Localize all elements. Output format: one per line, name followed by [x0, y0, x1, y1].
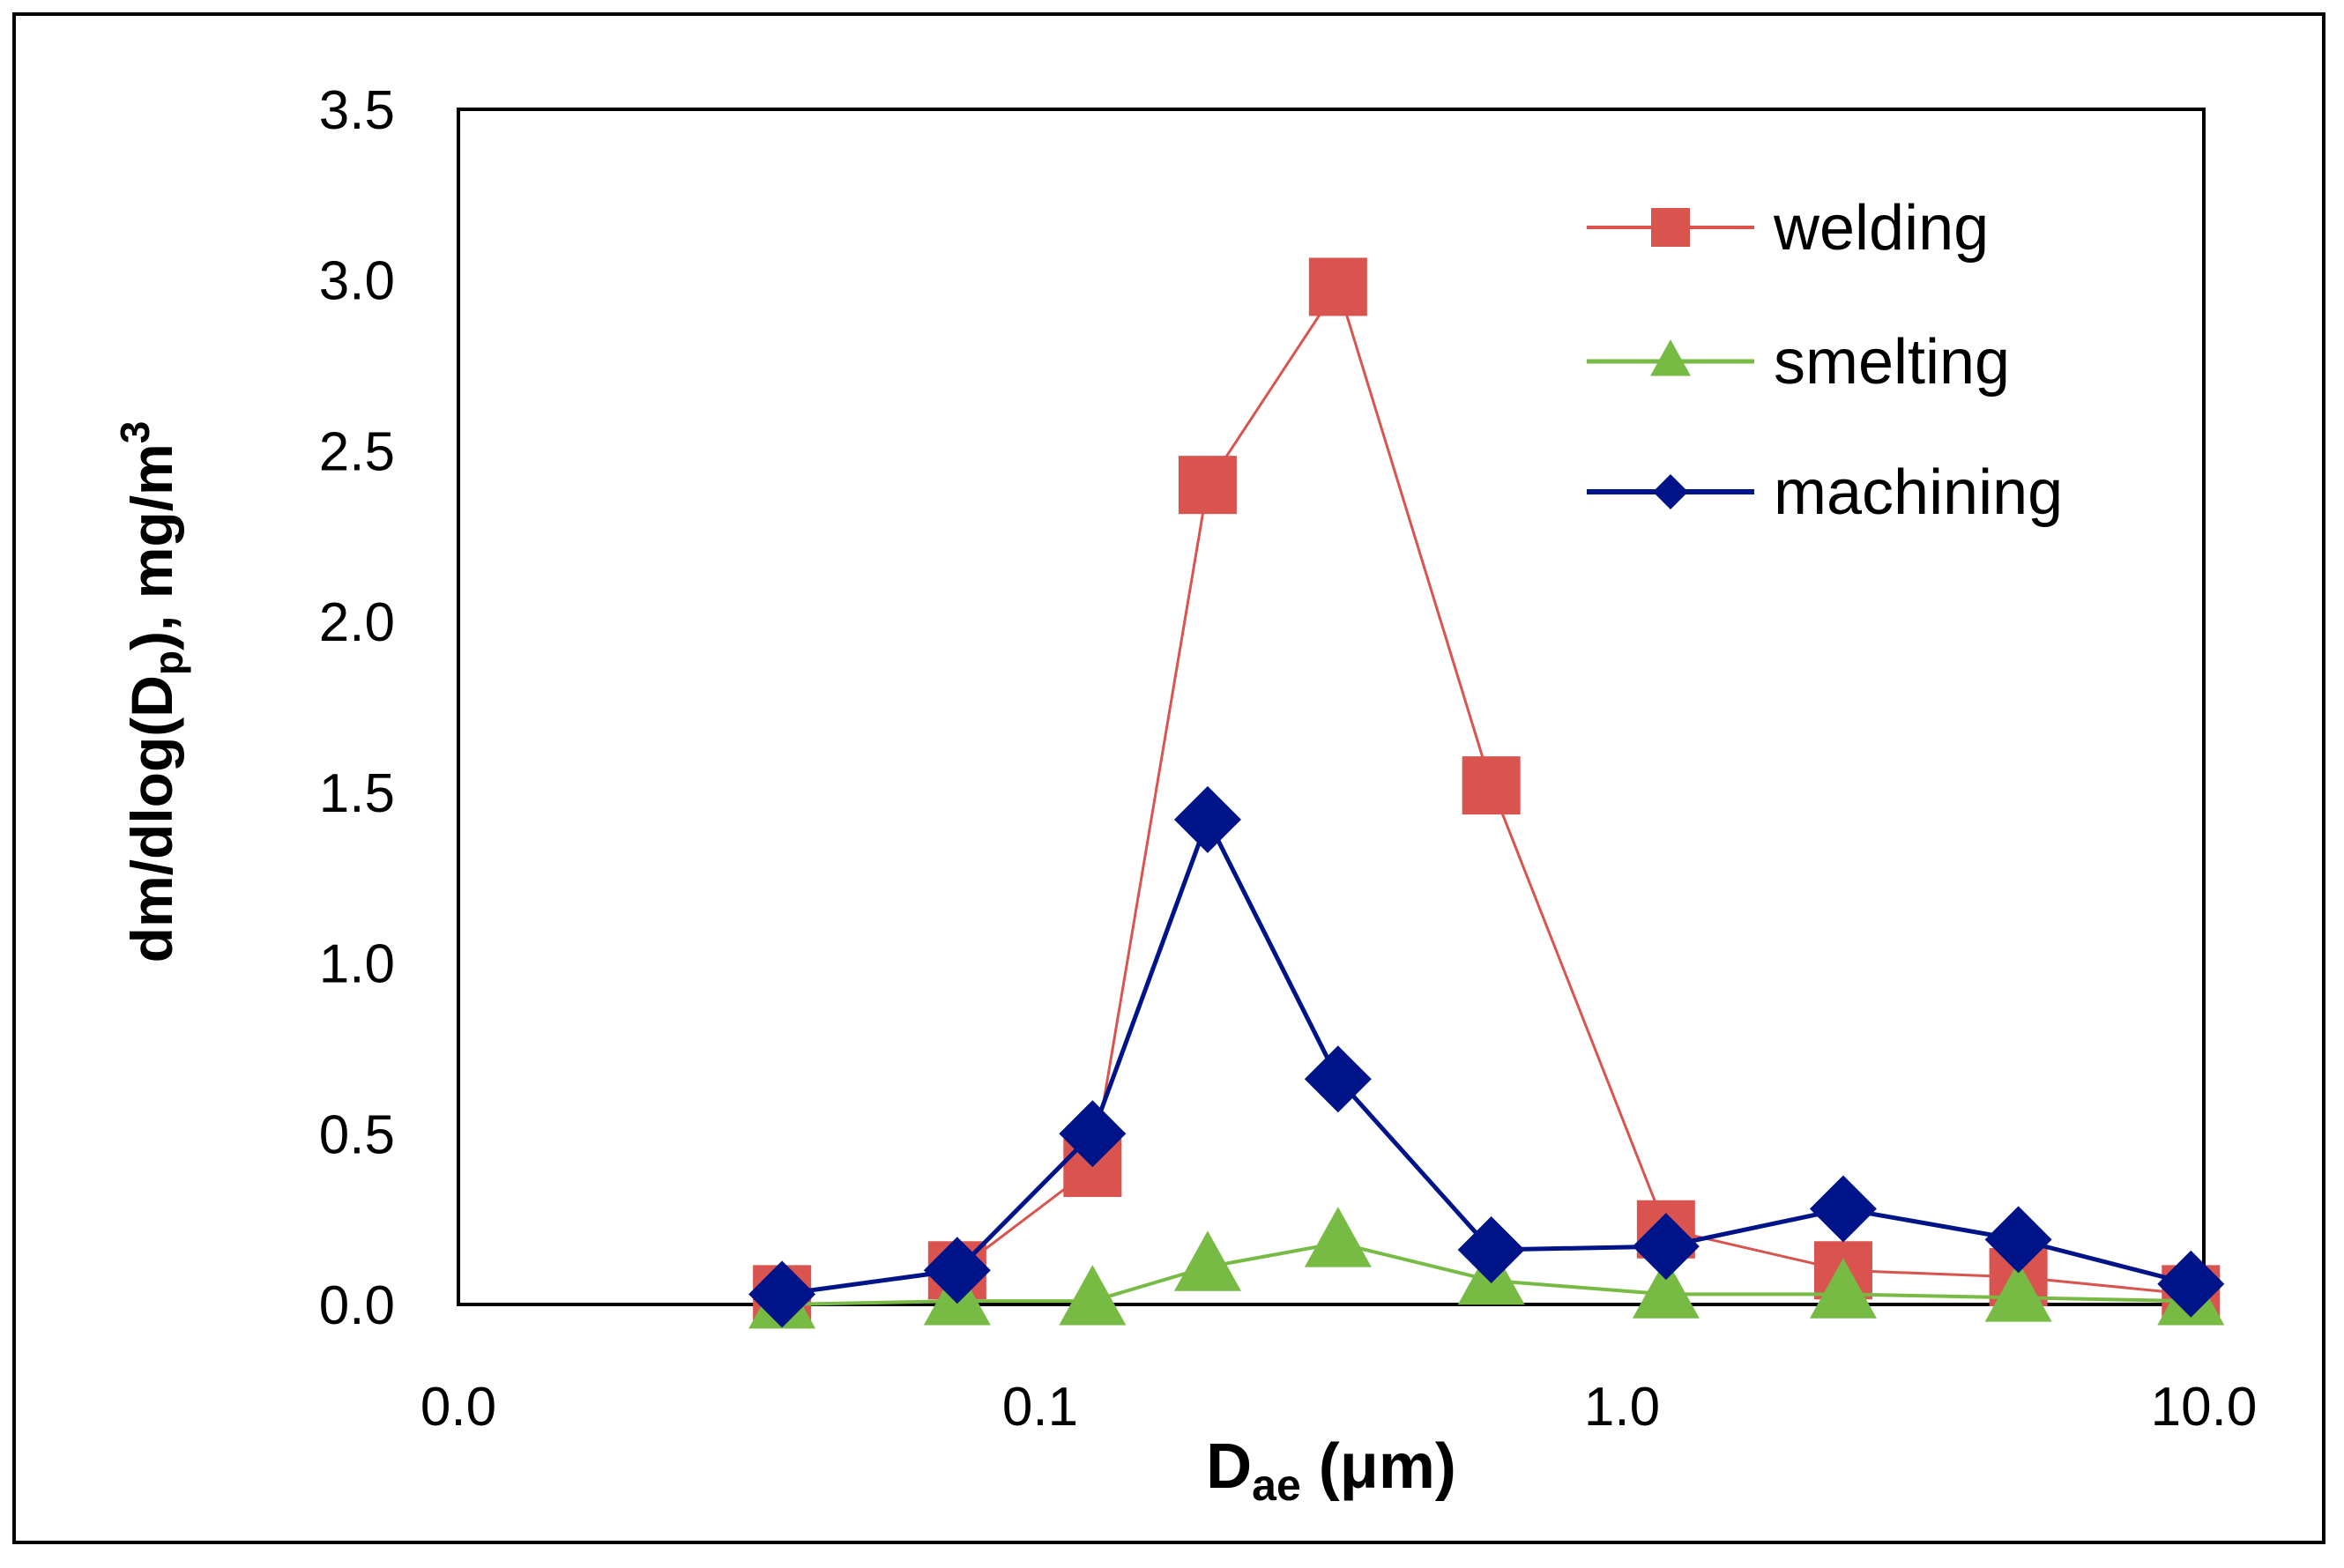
- x-axis-ticks: 0.0 0.1 1.0 10.0: [420, 1377, 2257, 1438]
- y-axis-title-sup: 3: [112, 421, 158, 444]
- y-axis-title-mid: ), mg/m: [119, 443, 184, 650]
- x-tick-label: 1.0: [1584, 1377, 1660, 1438]
- welding-point: [1462, 756, 1521, 815]
- x-axis-title-sub: ae: [1252, 1460, 1301, 1510]
- welding-legend-marker: [1651, 208, 1690, 247]
- smelting-point: [1809, 1258, 1877, 1319]
- machining-legend-marker: [1653, 474, 1688, 509]
- y-axis-title: dm/dlog(Dp), mg/m3: [112, 421, 191, 963]
- welding-line: [781, 283, 2191, 1296]
- x-tick-label: 0.0: [420, 1377, 496, 1438]
- machining-point: [748, 1260, 816, 1328]
- x-tick-label: 10.0: [2151, 1377, 2258, 1438]
- welding-legend-label: welding: [1773, 193, 1989, 264]
- y-tick-label: 2.5: [319, 421, 395, 482]
- machining-legend-label: machining: [1774, 457, 2063, 528]
- smelting-point: [1304, 1207, 1372, 1267]
- y-tick-label: 1.0: [319, 934, 395, 995]
- machining-series: [748, 785, 2225, 1328]
- y-tick-label: 3.5: [319, 80, 395, 141]
- x-axis-title: Dae (μm): [1206, 1431, 1456, 1510]
- y-tick-label: 3.0: [319, 251, 395, 312]
- smelting-legend-label: smelting: [1774, 327, 2010, 398]
- x-tick-label: 0.1: [1002, 1377, 1078, 1438]
- smelting-point: [1632, 1258, 1700, 1319]
- machining-point: [1173, 785, 1241, 853]
- smelting-point: [1059, 1265, 1127, 1326]
- y-tick-label: 0.0: [319, 1275, 395, 1336]
- welding-point: [1178, 456, 1237, 515]
- x-axis-title-rest: (μm): [1301, 1431, 1456, 1502]
- machining-line: [781, 814, 2191, 1297]
- y-tick-label: 0.5: [319, 1104, 395, 1165]
- series-layer: [748, 257, 2225, 1329]
- plot-area: [457, 108, 2206, 1306]
- smelting-point: [1173, 1230, 1241, 1291]
- machining-point: [1304, 1045, 1372, 1113]
- y-tick-label: 1.5: [319, 763, 395, 824]
- machining-point: [1632, 1213, 1700, 1281]
- y-axis-ticks: 0.0 0.5 1.0 1.5 2.0 2.5 3.0 3.5: [319, 80, 395, 1336]
- y-axis-title-main: dm/dlog(D: [119, 675, 184, 962]
- smelting-series: [748, 1207, 2225, 1329]
- figure-border: [12, 12, 2325, 1544]
- welding-series: [753, 257, 2221, 1324]
- machining-point: [2157, 1250, 2225, 1318]
- smelting-line: [782, 1241, 2191, 1306]
- machining-point: [1059, 1100, 1127, 1168]
- smelting-point: [1984, 1261, 2052, 1322]
- machining-point: [923, 1237, 991, 1304]
- machining-point: [1457, 1216, 1525, 1284]
- y-tick-label: 2.0: [319, 592, 395, 653]
- machining-point: [1984, 1206, 2052, 1274]
- legend: welding smelting machining: [1587, 193, 2063, 528]
- machining-point: [1809, 1175, 1877, 1243]
- welding-point: [1308, 257, 1367, 316]
- x-axis-title-main: D: [1206, 1431, 1252, 1502]
- y-axis-title-sub: p: [145, 650, 191, 675]
- smelting-legend-marker: [1650, 339, 1691, 376]
